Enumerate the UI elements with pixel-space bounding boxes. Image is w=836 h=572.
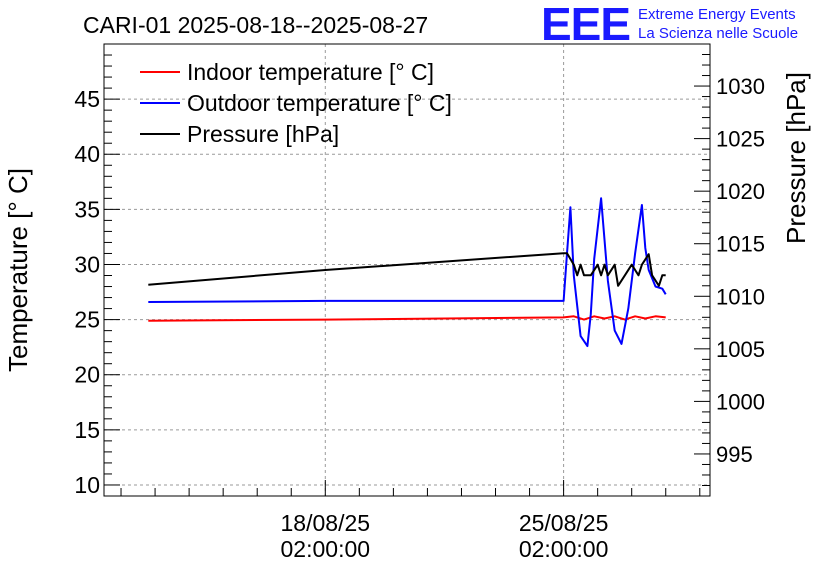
y-axis-label: Temperature [° C] — [3, 168, 33, 372]
left-axis: 10 15 20 25 30 35 40 45 — [74, 54, 120, 498]
y-tick-label: 40 — [74, 141, 100, 167]
y-tick-label: 25 — [74, 307, 100, 333]
y-tick-label: 30 — [74, 251, 100, 277]
y-tick-label: 20 — [74, 362, 100, 388]
legend-label: Indoor temperature [° C] — [187, 59, 434, 85]
y2-tick-label: 995 — [716, 442, 753, 467]
x-tick-label-time: 02:00:00 — [281, 536, 371, 562]
legend-label: Pressure [hPa] — [187, 121, 339, 147]
legend-label: Outdoor temperature [° C] — [187, 90, 452, 116]
y2-tick-label: 1000 — [716, 389, 765, 414]
series — [148, 197, 667, 348]
y2-axis-label: Pressure [hPa] — [781, 72, 811, 244]
x-tick-label-time: 02:00:00 — [519, 536, 609, 562]
y2-tick-label: 1005 — [716, 337, 765, 362]
y2-tick-label: 1020 — [716, 179, 765, 204]
series-line-1 — [148, 315, 666, 322]
y2-tick-label: 1030 — [716, 74, 765, 99]
chart-title: CARI-01 2025-08-18--2025-08-27 — [83, 12, 428, 38]
logo-line2: La Scienza nelle Scuole — [638, 25, 798, 42]
right-axis: 995 1000 1005 1010 1015 1020 1025 1030 — [694, 54, 765, 486]
x-tick-label-date: 18/08/25 — [281, 510, 371, 536]
y2-tick-label: 1010 — [716, 284, 765, 309]
eee-logo: EEE Extreme Energy Events La Scienza nel… — [541, 0, 798, 50]
y-tick-label: 45 — [74, 86, 100, 112]
logo-mark: EEE — [541, 0, 630, 50]
legend: Indoor temperature [° C] Outdoor temperat… — [140, 59, 452, 147]
y2-tick-label: 1015 — [716, 232, 765, 257]
series-line-2 — [148, 197, 667, 348]
logo-line1: Extreme Energy Events — [638, 6, 796, 23]
y-tick-label: 15 — [74, 417, 100, 443]
y-tick-label: 35 — [74, 196, 100, 222]
y2-tick-label: 1025 — [716, 127, 765, 152]
plot-frame — [103, 43, 711, 497]
series-line-3 — [148, 252, 666, 287]
y-tick-label: 10 — [74, 472, 100, 498]
x-tick-label-date: 25/08/25 — [519, 510, 609, 536]
